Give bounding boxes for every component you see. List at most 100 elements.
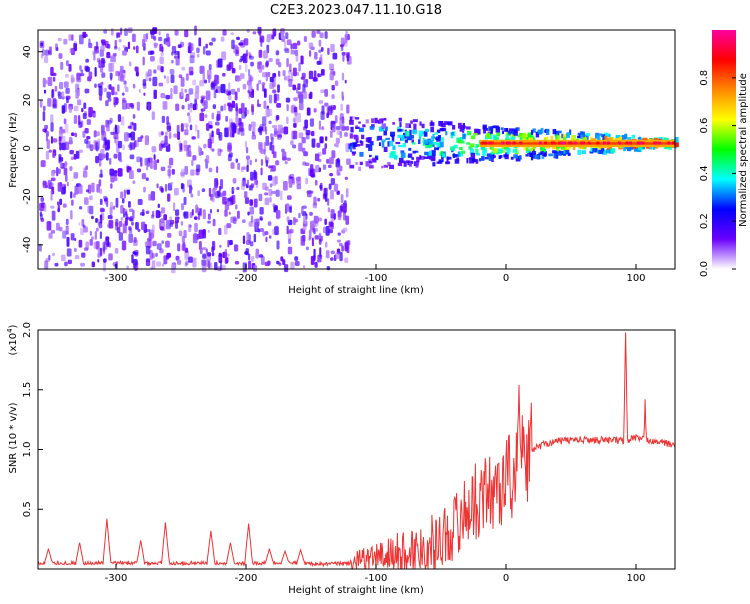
heatmap-cell <box>247 253 251 261</box>
heatmap-cell <box>208 132 212 141</box>
heatmap-cell <box>581 150 586 155</box>
heatmap-cell <box>428 150 432 156</box>
heatmap-cell <box>265 186 269 192</box>
heatmap-cell <box>302 222 307 231</box>
heatmap-cell <box>459 127 464 132</box>
heatmap-cell <box>222 190 227 197</box>
heatmap-cell <box>64 174 68 182</box>
heatmap-cell <box>95 227 99 232</box>
heatmap-cell <box>187 112 190 117</box>
heatmap-cell <box>44 260 49 270</box>
heatmap-cell <box>189 71 194 75</box>
heatmap-cell <box>239 122 244 132</box>
heatmap-cell <box>378 118 382 124</box>
heatmap-cell <box>136 101 141 111</box>
heatmap-cell <box>152 76 158 87</box>
heatmap-cell <box>447 121 453 126</box>
heatmap-cell <box>110 77 113 81</box>
heatmap-cell <box>257 79 262 85</box>
heatmap-cell <box>286 225 289 235</box>
heatmap-cell <box>148 232 152 242</box>
heatmap-cell <box>236 77 242 82</box>
heatmap-cell <box>637 137 641 141</box>
heatmap-cell <box>308 229 312 239</box>
heatmap-cell <box>152 240 157 247</box>
heatmap-cell <box>319 54 323 58</box>
heatmap-cell <box>188 88 194 95</box>
heatmap-cell <box>220 260 223 271</box>
heatmap-cell <box>122 103 126 107</box>
heatmap-cell <box>488 141 492 145</box>
heatmap-cell <box>281 151 287 161</box>
y-tick-label: 1.5 <box>22 382 33 398</box>
x-tick-label: 100 <box>626 273 645 284</box>
heatmap-cell <box>260 167 263 176</box>
heatmap-cell <box>129 61 132 67</box>
heatmap-cell <box>131 254 134 264</box>
heatmap-cell <box>298 142 303 152</box>
heatmap-cell <box>556 148 560 152</box>
heatmap-cell <box>349 146 353 153</box>
heatmap-cell <box>221 51 227 61</box>
heatmap-cell <box>143 92 146 96</box>
heatmap-cell <box>151 260 156 270</box>
heatmap-cell <box>56 201 60 206</box>
heatmap-cell <box>326 266 331 271</box>
heatmap-cell <box>365 143 370 148</box>
heatmap-cell <box>129 170 134 180</box>
heatmap-cell <box>194 222 198 233</box>
heatmap-cell <box>178 230 183 237</box>
heatmap-cell <box>421 123 425 129</box>
heatmap-cell <box>339 117 345 127</box>
heatmap-cell <box>177 243 181 252</box>
heatmap-cell <box>511 133 516 139</box>
heatmap-cell <box>258 254 264 258</box>
heatmap-cell <box>289 206 292 213</box>
heatmap-cell <box>167 232 172 238</box>
heatmap-cell <box>392 122 395 125</box>
heatmap-cell <box>66 248 72 257</box>
heatmap-cell <box>258 31 262 36</box>
heatmap-cell <box>39 213 43 220</box>
heatmap-cell <box>147 103 151 112</box>
heatmap-cell <box>525 134 529 139</box>
heatmap-cell <box>66 236 70 247</box>
heatmap-cell <box>248 85 253 92</box>
heatmap-cell <box>205 155 210 164</box>
colorbar-ticks: 0.0 0.2 0.4 0.6 0.8 <box>699 70 736 277</box>
heatmap-cell <box>183 196 187 205</box>
heatmap-cell <box>180 221 184 226</box>
heatmap-cell <box>554 130 560 137</box>
heatmap-cell <box>103 195 107 200</box>
heatmap-cell <box>294 49 299 56</box>
heatmap-cell <box>297 40 301 46</box>
heatmap-cell <box>308 42 314 49</box>
heatmap-cell <box>344 176 348 180</box>
heatmap-cell <box>264 126 268 135</box>
heatmap-cell <box>383 130 387 136</box>
heatmap-cell <box>329 130 333 138</box>
heatmap-cell <box>256 83 259 91</box>
heatmap-cell <box>259 144 263 153</box>
heatmap-cell <box>355 126 360 130</box>
heatmap-cell <box>245 155 251 160</box>
heatmap-cell <box>639 141 643 145</box>
heatmap-cell <box>371 124 375 128</box>
heatmap-cell <box>436 143 439 147</box>
heatmap-cell <box>95 41 99 50</box>
heatmap-cell <box>173 187 179 196</box>
heatmap-cell <box>215 191 220 199</box>
heatmap-cell <box>117 47 121 52</box>
heatmap-cell <box>56 46 59 52</box>
heatmap-cell <box>519 155 522 160</box>
heatmap-cell <box>123 69 126 74</box>
heatmap-cell <box>336 129 341 136</box>
heatmap-cell <box>667 141 671 145</box>
heatmap-cell <box>563 153 566 156</box>
heatmap-cell <box>131 221 134 226</box>
heatmap-cell <box>271 165 276 172</box>
heatmap-cell <box>272 228 275 235</box>
heatmap-cell <box>113 45 118 50</box>
heatmap-cell <box>312 202 317 209</box>
